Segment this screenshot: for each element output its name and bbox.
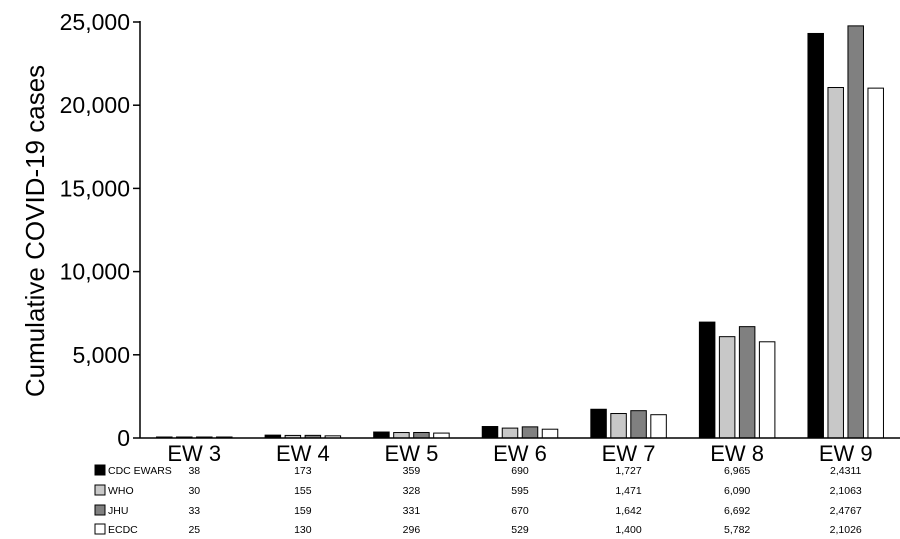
y-axis-label: Cumulative COVID-19 cases xyxy=(20,65,50,397)
bar xyxy=(847,25,864,439)
table-cell: 38 xyxy=(188,465,200,477)
table-cell: 159 xyxy=(294,505,312,517)
table-cell: 33 xyxy=(188,505,200,517)
x-tick-label: EW 9 xyxy=(819,441,873,466)
table-cell: 155 xyxy=(294,485,312,497)
table-cell: 1,642 xyxy=(615,505,641,517)
bar xyxy=(501,427,519,439)
table-cell: 595 xyxy=(511,485,529,497)
y-tick-label: 20,000 xyxy=(60,92,130,118)
bar xyxy=(827,87,844,439)
bars xyxy=(156,25,884,439)
x-tick-label: EW 6 xyxy=(493,441,547,466)
table-cell: 173 xyxy=(294,465,312,477)
table-cell: 2,4311 xyxy=(830,465,861,477)
legend-swatch xyxy=(94,504,106,516)
bar xyxy=(373,431,390,439)
bar xyxy=(521,426,539,439)
table-cell: 6,090 xyxy=(724,485,750,497)
bar xyxy=(698,321,716,439)
table-cell: 296 xyxy=(403,524,421,536)
y-tick-label: 10,000 xyxy=(60,259,130,285)
x-axis-ticks: EW 3 EW 4 EW 5 EW 6 EW 7 EW 8 EW 9 xyxy=(167,441,872,466)
y-tick-label: 0 xyxy=(117,425,130,451)
y-tick-label: 15,000 xyxy=(60,175,130,201)
table-cell: 6,692 xyxy=(724,505,750,517)
bar xyxy=(413,431,430,439)
table-cell: 2,1026 xyxy=(830,524,862,536)
bar xyxy=(758,341,776,439)
bar xyxy=(867,87,884,439)
bar xyxy=(610,413,627,439)
bar xyxy=(807,32,824,439)
bar xyxy=(481,426,499,439)
table-cell: 529 xyxy=(511,524,529,536)
legend-swatch xyxy=(94,484,106,496)
table-cell: 130 xyxy=(294,524,312,536)
table-cell: 328 xyxy=(403,485,421,497)
y-axis-ticks: 0 5,000 10,000 15,000 20,000 25,000 xyxy=(60,9,140,451)
x-tick-label: EW 3 xyxy=(167,441,221,466)
table-cell: 359 xyxy=(403,465,421,477)
table-cell: 670 xyxy=(511,505,529,517)
table-cell: 25 xyxy=(188,524,200,536)
bar xyxy=(718,336,736,439)
table-cell: 1,727 xyxy=(615,465,641,477)
bar xyxy=(393,432,410,439)
table-cell: 2,4767 xyxy=(830,505,862,517)
bar xyxy=(738,326,756,439)
data-table: CDC EWARS 38 173 359 690 1,727 6,965 2,4311 WHO 3… xyxy=(94,464,862,536)
x-tick-label: EW 8 xyxy=(710,441,764,466)
legend-label: JHU xyxy=(108,505,128,517)
table-cell: 5,782 xyxy=(724,524,750,536)
table-cell: 6,965 xyxy=(724,465,750,477)
x-tick-label: EW 5 xyxy=(385,441,439,466)
x-tick-label: EW 4 xyxy=(276,441,330,466)
bar xyxy=(590,408,607,439)
y-tick-label: 5,000 xyxy=(72,342,130,368)
legend-swatch xyxy=(94,523,106,535)
bar xyxy=(630,410,647,439)
legend-swatch xyxy=(94,464,106,476)
x-tick-label: EW 7 xyxy=(602,441,656,466)
table-cell: 331 xyxy=(403,505,421,517)
table-cell: 690 xyxy=(511,465,529,477)
table-cell: 2,1063 xyxy=(830,485,862,497)
bar xyxy=(541,428,559,439)
table-cell: 1,471 xyxy=(615,485,641,497)
table-cell: 30 xyxy=(188,485,200,497)
legend-label: CDC EWARS xyxy=(108,465,172,477)
y-tick-label: 25,000 xyxy=(60,9,130,35)
bar xyxy=(650,414,667,439)
legend-label: ECDC xyxy=(108,524,138,536)
table-cell: 1,400 xyxy=(615,524,641,536)
axes xyxy=(139,21,900,439)
legend-label: WHO xyxy=(108,485,134,497)
